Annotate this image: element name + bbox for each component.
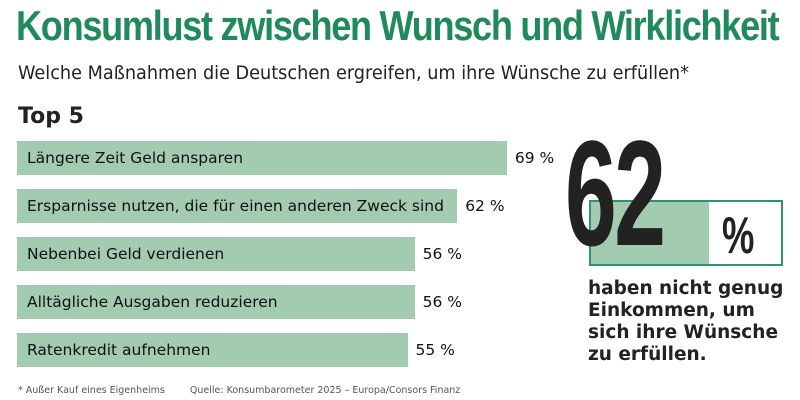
bar-label: Nebenbei Geld verdienen	[27, 245, 225, 263]
bar-value-label: 55 %	[415, 341, 455, 359]
bar-value-label: 56 %	[422, 245, 462, 263]
subtitle: Welche Maßnahmen die Deutschen ergreifen…	[18, 62, 689, 84]
page-title: Konsumlust zwischen Wunsch und Wirklichk…	[16, 2, 780, 49]
bar-label: Längere Zeit Geld ansparen	[27, 149, 244, 167]
highlight-text: haben nicht genug Einkommen, um sich ihr…	[588, 278, 784, 365]
highlight-box	[589, 200, 783, 266]
bar	[17, 189, 458, 223]
bar-label: Ratenkredit aufnehmen	[27, 341, 211, 359]
bar-value-label: 62 %	[465, 197, 505, 215]
chart-title: Top 5	[18, 104, 84, 129]
bar	[17, 237, 415, 271]
highlight-unit: %	[722, 207, 755, 265]
highlight-number: 62	[565, 109, 666, 277]
highlight-fill	[591, 202, 709, 264]
bar-label: Ersparnisse nutzen, die für einen andere…	[27, 197, 444, 215]
footer: * Außer Kauf eines Eigenheims Quelle: Ko…	[18, 385, 482, 396]
footnote: * Außer Kauf eines Eigenheims	[18, 385, 165, 396]
bar-label: Alltägliche Ausgaben reduzieren	[27, 293, 278, 311]
bar	[17, 333, 408, 367]
bar	[17, 141, 507, 175]
source: Quelle: Konsumbarometer 2025 – Europa/Co…	[189, 385, 461, 396]
bar-value-label: 69 %	[514, 149, 555, 167]
bar-value-label: 56 %	[422, 293, 462, 311]
bar	[17, 285, 415, 319]
